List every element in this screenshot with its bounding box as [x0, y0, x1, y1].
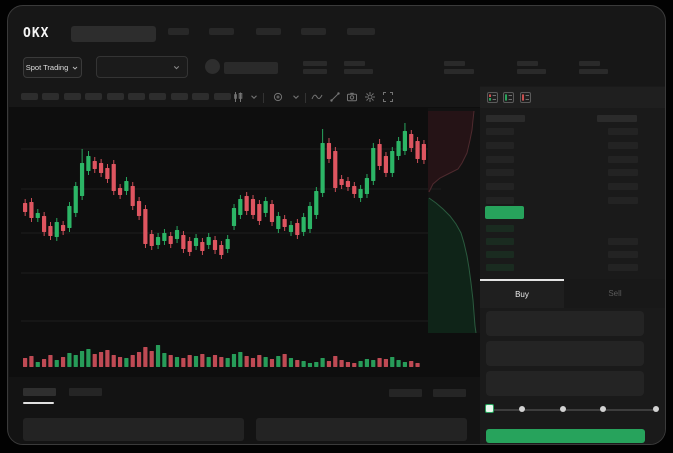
order-form-input-placeholder[interactable]	[486, 371, 644, 396]
bid-amount-row	[608, 264, 638, 271]
ask-amount-row	[608, 155, 638, 163]
timeframe-button-placeholder[interactable]	[106, 93, 124, 100]
tab-buy[interactable]: Buy	[480, 279, 564, 308]
chevron-down-icon	[72, 66, 78, 70]
bottom-tab-placeholder[interactable]	[69, 388, 102, 396]
bottom-action-placeholder[interactable]	[389, 389, 422, 397]
market-selector-label: Spot Trading	[25, 63, 69, 72]
indicator-icon[interactable]	[311, 91, 323, 103]
bid-price-row[interactable]	[486, 238, 514, 245]
last-price-bar[interactable]	[485, 206, 524, 219]
timeframe-button-placeholder[interactable]	[21, 93, 38, 100]
ask-amount-row	[608, 183, 638, 191]
chevron-down-icon[interactable]	[291, 91, 301, 103]
search-bar-placeholder[interactable]	[71, 26, 156, 42]
ask-price-row[interactable]	[486, 155, 514, 163]
toolbar-divider	[305, 93, 306, 103]
candle-style-icon[interactable]	[232, 91, 244, 103]
tab-buy-label: Buy	[515, 290, 529, 299]
orderbook-header-placeholder	[486, 115, 525, 122]
nav-item-placeholder[interactable]	[347, 28, 375, 35]
buy-submit-button[interactable]	[486, 429, 645, 443]
timeframe-button-placeholder[interactable]	[85, 93, 103, 100]
slider-stop-dot[interactable]	[600, 406, 606, 412]
candlestick-canvas[interactable]	[21, 109, 441, 333]
bid-price-row[interactable]	[486, 225, 514, 232]
chevron-down-icon[interactable]	[249, 91, 259, 103]
nav-item-placeholder[interactable]	[209, 28, 234, 35]
ask-amount-row	[608, 169, 638, 177]
token-avatar[interactable]	[205, 59, 220, 74]
ticker-stat-label-placeholder	[517, 61, 538, 66]
camera-icon[interactable]	[346, 91, 358, 103]
ticker-stat-value-placeholder	[579, 69, 608, 74]
volume-canvas	[23, 345, 420, 367]
tab-sell-label: Sell	[608, 289, 622, 298]
toolbar-divider	[263, 93, 264, 103]
chevron-down-icon	[173, 66, 180, 70]
bid-amount-row	[608, 238, 638, 245]
chart-pane	[9, 107, 480, 377]
header-stat-placeholder	[303, 61, 327, 66]
account-balance-placeholder	[224, 62, 278, 74]
fullscreen-icon[interactable]	[382, 91, 394, 103]
book-bids-icon[interactable]	[503, 92, 514, 103]
header-stat-placeholder	[303, 69, 327, 74]
active-tab-underline	[23, 402, 54, 404]
bottom-tab-active-placeholder[interactable]	[23, 388, 56, 396]
amount-slider-track[interactable]	[491, 409, 657, 411]
timeframe-button-placeholder[interactable]	[213, 93, 231, 100]
ask-amount-row	[608, 141, 638, 149]
app-window: OKX Spot Trading	[7, 5, 666, 445]
bid-amount-row	[608, 251, 638, 258]
settings-icon[interactable]	[364, 91, 376, 103]
slider-stop-dot[interactable]	[653, 406, 659, 412]
ask-price-row[interactable]	[486, 128, 514, 135]
amount-slider-handle[interactable]	[485, 404, 494, 413]
ask-price-row[interactable]	[486, 141, 514, 149]
ticker-stat-value-placeholder	[344, 69, 373, 74]
slider-stop-dot[interactable]	[560, 406, 566, 412]
book-combined-icon[interactable]	[487, 92, 498, 103]
timeframe-button-placeholder[interactable]	[170, 93, 188, 100]
bid-price-row[interactable]	[486, 264, 514, 271]
ask-amount-row	[608, 128, 638, 135]
slider-stop-dot[interactable]	[519, 406, 525, 412]
ask-amount-row	[608, 197, 638, 204]
bottom-action-placeholder[interactable]	[433, 389, 466, 397]
timeframe-button-placeholder[interactable]	[42, 93, 60, 100]
depth-canvas	[428, 110, 477, 333]
ticker-stat-value-placeholder	[517, 69, 546, 74]
ask-price-row[interactable]	[486, 197, 514, 204]
market-selector-button[interactable]: Spot Trading	[23, 57, 82, 78]
pair-selector-dropdown[interactable]	[96, 56, 188, 78]
ask-price-row[interactable]	[486, 183, 514, 191]
ticker-stat-label-placeholder	[444, 61, 465, 66]
overlay-icon[interactable]	[272, 91, 284, 103]
ticker-stat-value-placeholder	[444, 69, 474, 74]
orderbook-header-placeholder	[597, 115, 637, 122]
timeframe-button-placeholder[interactable]	[128, 93, 145, 100]
ask-price-row[interactable]	[486, 169, 514, 177]
order-form-input-placeholder[interactable]	[486, 311, 644, 336]
timeframe-button-placeholder[interactable]	[149, 93, 167, 100]
orders-table-row-placeholder	[256, 418, 467, 441]
book-asks-icon[interactable]	[520, 92, 531, 103]
timeframe-button-placeholder[interactable]	[63, 93, 81, 100]
nav-item-placeholder[interactable]	[301, 28, 326, 35]
ticker-stat-label-placeholder	[344, 61, 365, 66]
nav-item-placeholder[interactable]	[168, 28, 189, 35]
orders-table-row-placeholder	[23, 418, 244, 441]
nav-item-placeholder[interactable]	[256, 28, 281, 35]
order-form-input-placeholder[interactable]	[486, 341, 644, 366]
okx-logo: OKX	[23, 26, 50, 41]
timeframe-button-placeholder[interactable]	[192, 93, 210, 100]
bid-price-row[interactable]	[486, 251, 514, 258]
tab-sell[interactable]: Sell	[564, 279, 665, 308]
ticker-stat-label-placeholder	[579, 61, 600, 66]
measure-icon[interactable]	[329, 91, 341, 103]
app-content: OKX Spot Trading	[8, 6, 665, 444]
